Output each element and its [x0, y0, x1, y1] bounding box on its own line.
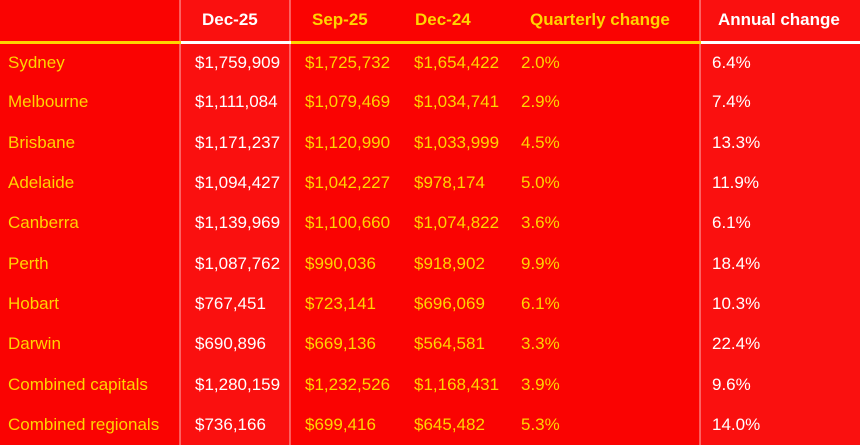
table-row: Brisbane $1,171,237 $1,120,990 $1,033,999 4.…: [0, 122, 860, 163]
cell-dec-25: $690,896: [179, 324, 291, 365]
cell-annual-change: 7.4%: [699, 82, 860, 123]
cell-quarterly-change: 5.3%: [521, 414, 560, 434]
table-row: Darwin $690,896 $669,136 $564,581 3.3% 22.4%: [0, 324, 860, 365]
cell-quarterly-change: 4.5%: [521, 132, 560, 152]
cell-sep-25: $1,725,732: [305, 52, 391, 72]
cell-quarterly-change: 3.3%: [521, 334, 560, 354]
cell-sep-25: $1,100,660: [305, 213, 391, 233]
cell-annual-change: 18.4%: [699, 243, 860, 284]
cell-quarterly-change: 6.1%: [521, 293, 560, 313]
cell-dec-24: $564,581: [414, 334, 485, 354]
cell-dec-25: $1,139,969: [179, 203, 291, 244]
cell-dec-25: $1,280,159: [179, 364, 291, 405]
cell-sep-25: $1,042,227: [305, 173, 391, 193]
cell-quarterly-change: 2.0%: [521, 52, 560, 72]
cell-dec-25: $1,171,237: [179, 122, 291, 163]
cell-dec-24: $918,902: [414, 253, 485, 273]
row-label: Perth: [8, 253, 49, 273]
table-row: Perth $1,087,762 $990,036 $918,902 9.9% 18.4%: [0, 243, 860, 284]
cell-dec-24: $1,033,999: [414, 132, 500, 152]
column-header-region: [0, 0, 180, 44]
table-row: Adelaide $1,094,427 $1,042,227 $978,174 5.0%…: [0, 162, 860, 204]
cell-annual-change: 13.3%: [699, 122, 860, 163]
header-row: Dec-25 Sep-25 Dec-24 Quarterly change An…: [0, 0, 860, 44]
row-label: Darwin: [8, 334, 61, 354]
cell-quarterly-change: 9.9%: [521, 253, 560, 273]
cell-sep-25: $669,136: [305, 334, 376, 354]
cell-sep-25: $1,120,990: [305, 132, 391, 152]
column-header-dec-25: Dec-25: [179, 0, 291, 44]
row-label: Hobart: [8, 293, 60, 313]
column-header-quarterly-change: Quarterly change: [510, 0, 700, 44]
cell-quarterly-change: 3.6%: [521, 213, 560, 233]
cell-annual-change: 14.0%: [699, 404, 860, 445]
row-label: Adelaide: [8, 173, 75, 193]
cell-dec-24: $696,069: [414, 293, 485, 313]
cell-annual-change: 6.4%: [699, 42, 860, 83]
cell-dec-24: $1,034,741: [414, 92, 500, 112]
cell-annual-change: 6.1%: [699, 203, 860, 244]
row-label: Combined regionals: [8, 414, 160, 434]
cell-annual-change: 22.4%: [699, 324, 860, 365]
row-label: Brisbane: [8, 132, 76, 152]
column-header-dec-24: Dec-24: [400, 0, 510, 44]
row-label: Canberra: [8, 213, 79, 233]
cell-annual-change: 10.3%: [699, 283, 860, 325]
cell-dec-24: $645,482: [414, 414, 485, 434]
cell-sep-25: $699,416: [305, 414, 376, 434]
cell-dec-25: $1,111,084: [179, 82, 291, 123]
cell-dec-25: $767,451: [179, 283, 291, 325]
table-row: Combined capitals $1,280,159 $1,232,526 $1,…: [0, 364, 860, 405]
cell-quarterly-change: 5.0%: [521, 173, 560, 193]
cell-dec-25: $1,087,762: [179, 243, 291, 284]
cell-dec-25: $1,759,909: [179, 42, 291, 83]
cell-sep-25: $1,232,526: [305, 374, 391, 394]
cell-annual-change: 9.6%: [699, 364, 860, 405]
cell-sep-25: $1,079,469: [305, 92, 391, 112]
cell-dec-25: $1,094,427: [179, 162, 291, 204]
row-label: Sydney: [8, 52, 65, 72]
column-header-annual-change: Annual change: [699, 0, 860, 44]
cell-dec-24: $1,168,431: [414, 374, 500, 394]
cell-dec-25: $736,166: [179, 404, 291, 445]
table-row: Sydney $1,759,909 $1,725,732 $1,654,422 2.0%…: [0, 42, 860, 83]
cell-annual-change: 11.9%: [699, 162, 860, 204]
cell-quarterly-change: 2.9%: [521, 92, 560, 112]
table-row: Hobart $767,451 $723,141 $696,069 6.1% 10.3%: [0, 283, 860, 325]
table-row: Melbourne $1,111,084 $1,079,469 $1,034,741 2…: [0, 82, 860, 123]
row-label: Combined capitals: [8, 374, 148, 394]
row-label: Melbourne: [8, 92, 89, 112]
cell-dec-24: $1,074,822: [414, 213, 500, 233]
table-row: Combined regionals $736,166 $699,416 $645,4…: [0, 404, 860, 445]
table-row: Canberra $1,139,969 $1,100,660 $1,074,822 3.…: [0, 203, 860, 244]
cell-sep-25: $990,036: [305, 253, 376, 273]
cell-sep-25: $723,141: [305, 293, 376, 313]
cell-quarterly-change: 3.9%: [521, 374, 560, 394]
cell-dec-24: $978,174: [414, 173, 485, 193]
cell-dec-24: $1,654,422: [414, 52, 500, 72]
column-header-sep-25: Sep-25: [290, 0, 400, 44]
